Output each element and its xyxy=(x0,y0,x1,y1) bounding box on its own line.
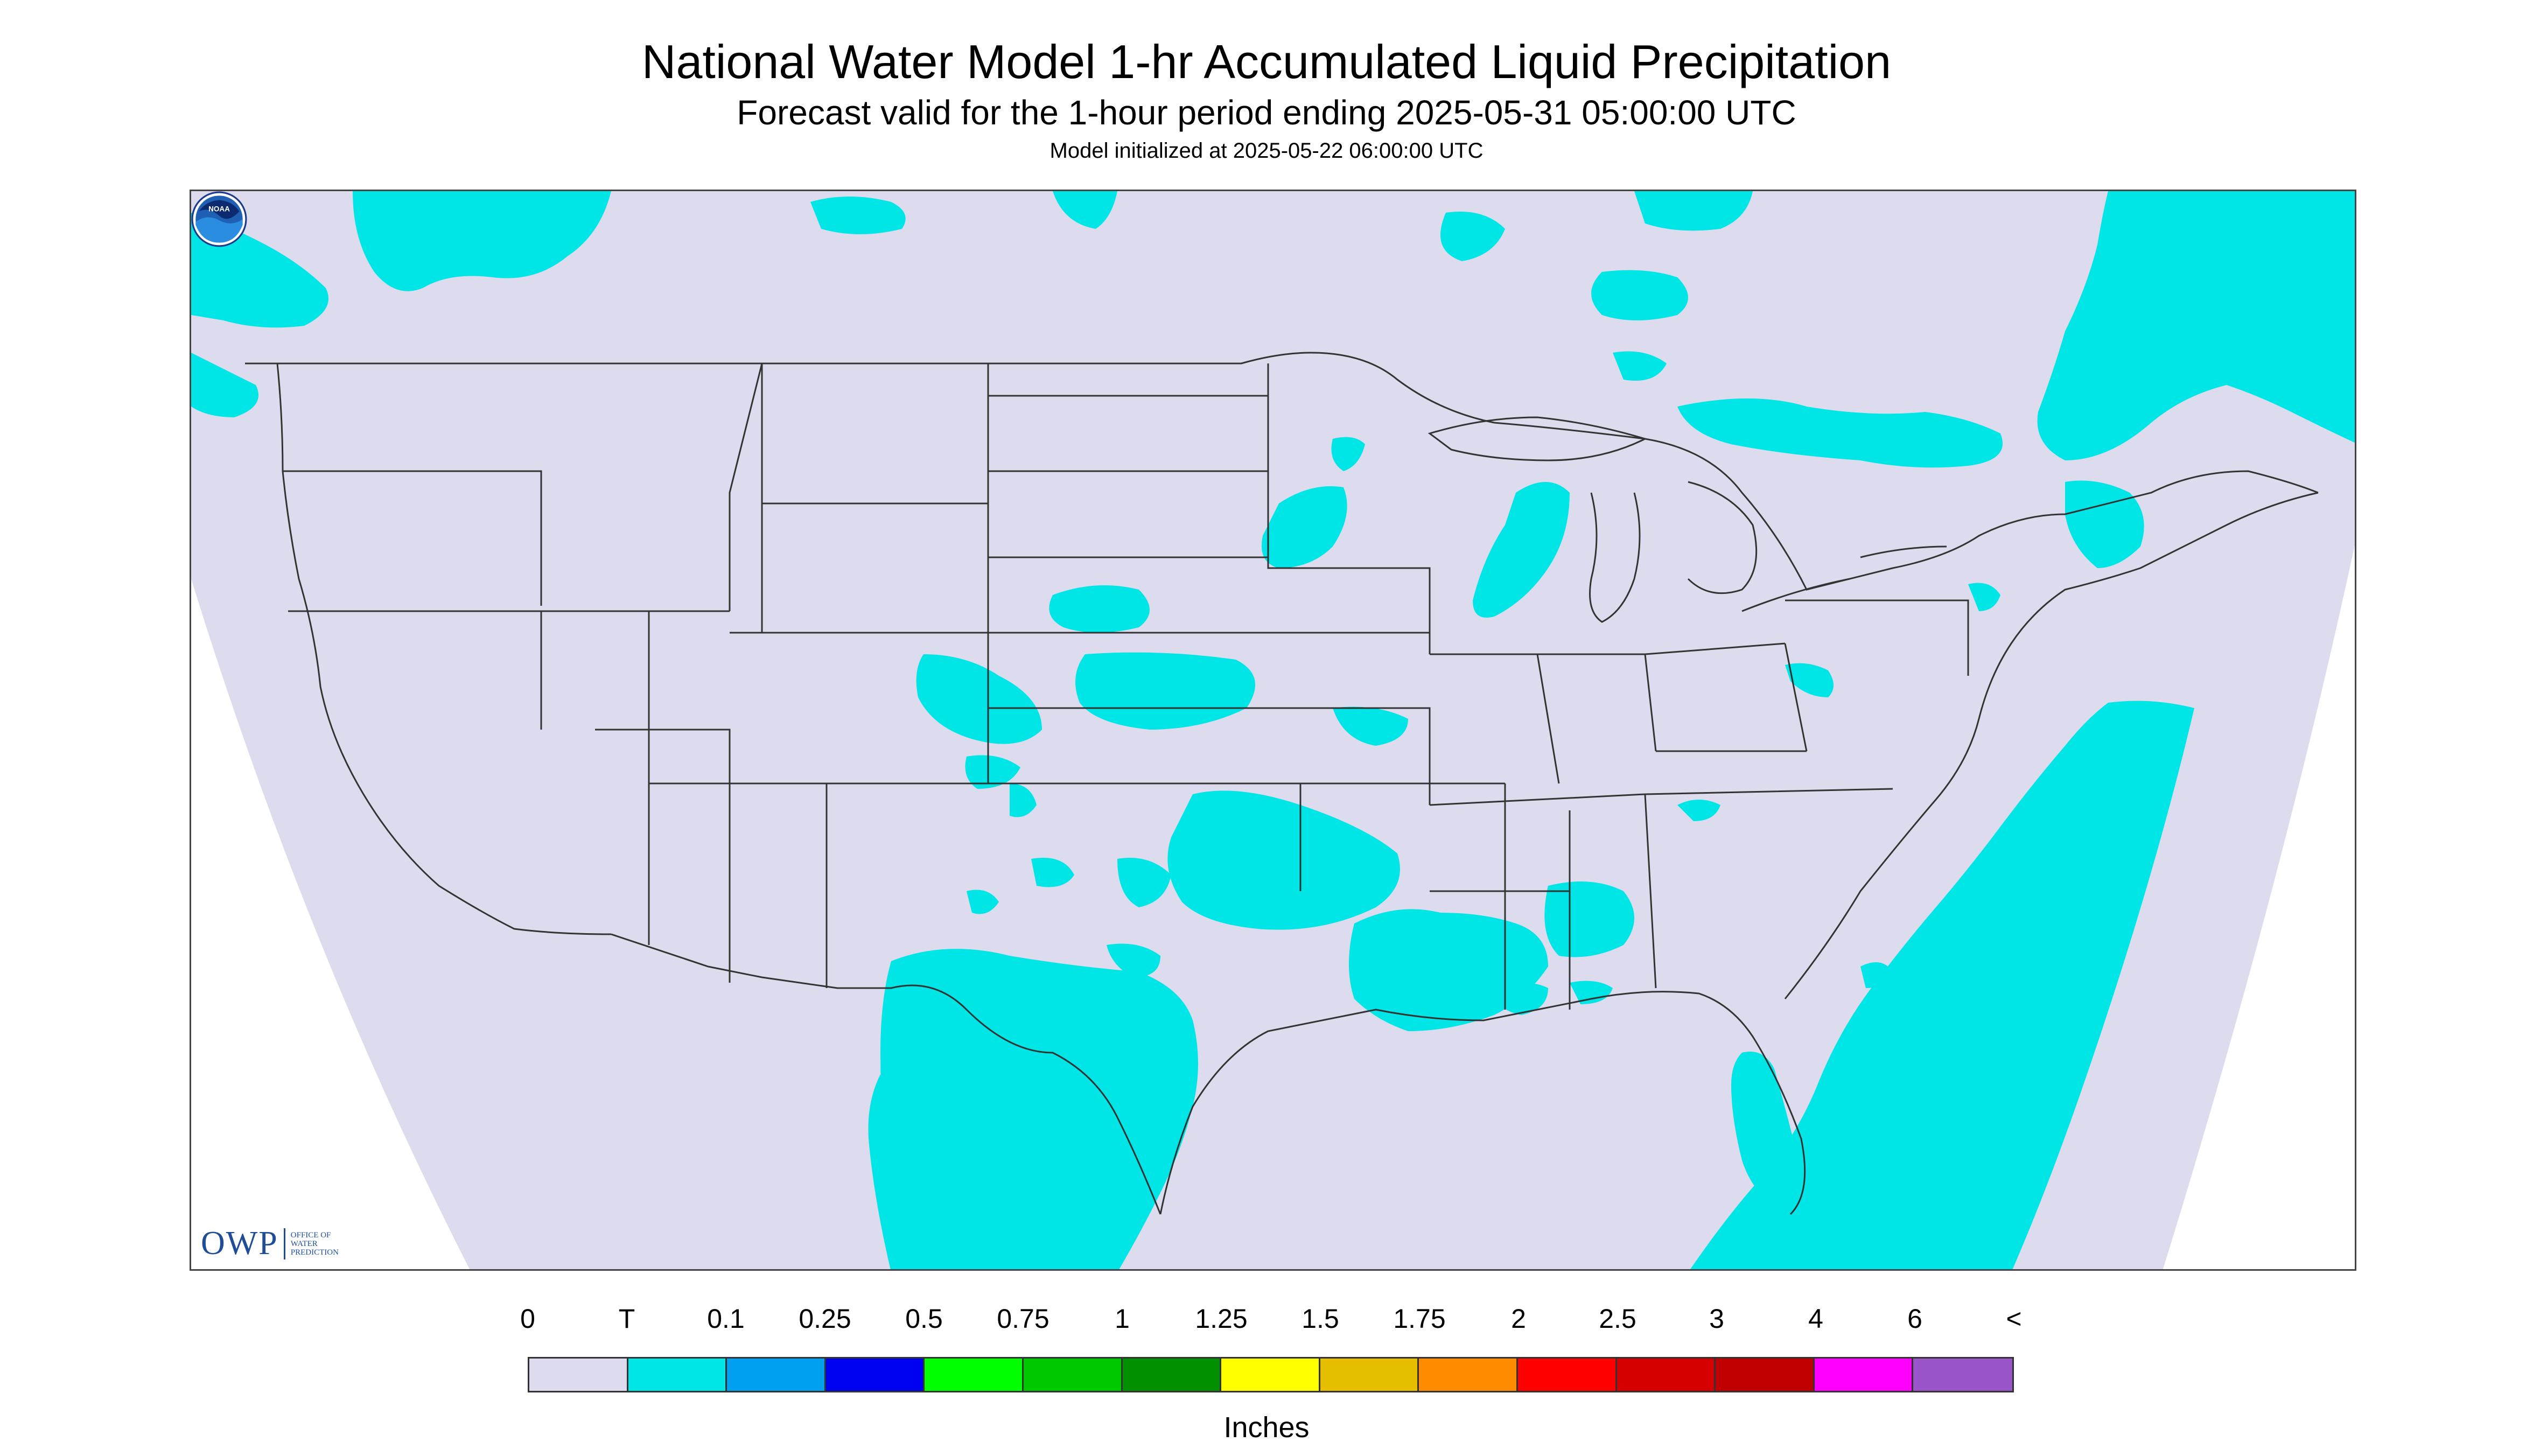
legend-tick-label: 0.75 xyxy=(997,1304,1049,1334)
precip-area-atlantic xyxy=(1690,701,2194,1269)
owp-logo-line-1: OFFICE OF xyxy=(290,1230,331,1240)
precip-area-gulf-coast-1 xyxy=(1494,983,1548,1015)
precip-area-nm-1 xyxy=(1010,783,1037,817)
legend-tick-label: 4 xyxy=(1808,1304,1823,1334)
precip-area-carolinas xyxy=(1860,962,1893,988)
legend-swatch xyxy=(1617,1359,1716,1391)
owp-logo-text: OFFICE OF WATER PREDICTION xyxy=(291,1231,339,1257)
precip-area-tamaulipas xyxy=(1107,943,1160,977)
legend-swatch xyxy=(1320,1359,1419,1391)
model-init-line: Model initialized at 2025-05-22 06:00:00… xyxy=(1049,139,1484,163)
owp-logo-line-3: PREDICTION xyxy=(290,1248,339,1257)
legend-tick-label: < xyxy=(2006,1304,2022,1334)
legend-tick-label: 0.5 xyxy=(905,1304,943,1334)
legend-tick-label: 0.1 xyxy=(707,1304,745,1334)
owp-logo: OWP OFFICE OF WATER PREDICTION xyxy=(201,1224,339,1263)
noaa-logo: NOAA xyxy=(191,191,247,247)
precip-area-nm-2 xyxy=(1031,858,1074,887)
legend-tick-label: 3 xyxy=(1709,1304,1724,1334)
political-boundaries xyxy=(245,352,2319,1215)
great-lakes-huron xyxy=(1687,481,1758,594)
legend-swatch xyxy=(628,1359,727,1391)
precip-area-colorado xyxy=(916,654,1042,744)
legend-tick-label: 1.75 xyxy=(1393,1304,1446,1334)
legend-units: Inches xyxy=(1223,1411,1310,1444)
legend-swatch xyxy=(727,1359,826,1391)
precip-area-mexico xyxy=(868,1074,902,1269)
precip-area-minnesota xyxy=(1262,486,1347,568)
precip-area-ohio xyxy=(1785,663,1834,697)
precip-area-quebec-east xyxy=(2037,191,2355,460)
precip-area-wisconsin xyxy=(1473,482,1570,618)
state-lines-east xyxy=(1267,363,1969,1010)
precip-area-new-england xyxy=(2065,480,2144,568)
legend-swatch xyxy=(925,1359,1024,1391)
legend-swatch xyxy=(1023,1359,1123,1391)
map-subtitle: Forecast valid for the 1-hour period end… xyxy=(737,93,1796,132)
great-lakes-superior xyxy=(1428,416,1648,461)
owp-logo-line-2: WATER xyxy=(290,1239,318,1248)
precip-area-miss-ala xyxy=(1544,881,1634,957)
east-coast xyxy=(1784,492,2319,999)
precip-area-ontario-n3 xyxy=(1613,351,1667,381)
precip-area-missouri xyxy=(1333,706,1408,746)
legend-swatch xyxy=(1419,1359,1518,1391)
great-lakes-michigan xyxy=(1589,492,1641,623)
color-legend: 0 T 0.1 0.25 0.5 0.75 1 1.25 1.5 1.75 2 2.5 3 4 6 < xyxy=(520,1303,2022,1411)
precip-area-nm-3 xyxy=(967,890,999,914)
precip-area-ontario-cottage xyxy=(1677,398,2003,468)
legend-swatch xyxy=(825,1359,925,1391)
legend-swatch xyxy=(1122,1359,1222,1391)
legend-tick-label: 0.25 xyxy=(799,1304,851,1334)
legend-tick-label: T xyxy=(618,1304,635,1334)
precip-area-colorado-s xyxy=(965,755,1020,789)
precip-area-manitoba xyxy=(1053,191,1117,229)
precip-area-minnesota-n xyxy=(1331,437,1365,471)
legend-swatch xyxy=(529,1359,628,1391)
precipitation-map: OWP OFFICE OF WATER PREDICTION NOAA xyxy=(190,190,2356,1271)
precip-area-oklahoma xyxy=(1167,790,1400,930)
legend-tick-label: 2.5 xyxy=(1599,1304,1636,1334)
model-domain xyxy=(191,191,2355,1269)
precip-area-sask xyxy=(810,197,906,234)
legend-swatch xyxy=(1814,1359,1914,1391)
state-lines-west xyxy=(283,363,763,983)
precip-areas xyxy=(191,191,2355,1269)
precip-area-ontario-n2 xyxy=(1440,212,1505,261)
legend-tick-label: 0 xyxy=(520,1304,535,1334)
owp-logo-mark: OWP xyxy=(201,1225,278,1262)
legend-swatch xyxy=(1913,1359,2012,1391)
precip-area-texas-n xyxy=(1117,858,1171,907)
us-west-coast xyxy=(276,363,612,935)
state-lines-central xyxy=(730,363,1302,988)
precip-area-south-texas xyxy=(880,949,1198,1269)
map-canvas xyxy=(191,191,2355,1269)
legend-swatch xyxy=(1716,1359,1815,1391)
legend-tick-label: 1.5 xyxy=(1302,1304,1339,1334)
precip-area-alberta xyxy=(353,191,611,291)
legend-tick-label: 6 xyxy=(1907,1304,1922,1334)
legend-swatches xyxy=(528,1357,2014,1392)
precip-area-quebec-n xyxy=(1634,191,1753,231)
legend-tick-label: 2 xyxy=(1511,1304,1526,1334)
legend-swatch xyxy=(1517,1359,1617,1391)
gulf-coast xyxy=(1159,991,1806,1215)
precip-area-nebraska xyxy=(1049,585,1150,633)
precip-area-georgia xyxy=(1677,800,1720,821)
legend-tick-label: 1 xyxy=(1115,1304,1130,1334)
precip-area-bc-coast xyxy=(191,353,258,417)
us-mexico-border xyxy=(611,933,1161,1215)
noaa-logo-text: NOAA xyxy=(208,205,230,213)
us-canada-border xyxy=(245,352,2319,591)
great-lakes-erie-ontario xyxy=(1741,545,1947,612)
legend-swatch xyxy=(1221,1359,1320,1391)
precip-area-gulf-coast-2 xyxy=(1570,981,1613,1004)
legend-tick-label: 1.25 xyxy=(1195,1304,1248,1334)
owp-logo-divider xyxy=(283,1228,285,1259)
precip-area-kansas xyxy=(1075,652,1255,730)
precip-area-mid-atlantic xyxy=(1968,583,2000,611)
map-title: National Water Model 1-hr Accumulated Li… xyxy=(641,35,1892,88)
precip-area-ontario-n1 xyxy=(1591,270,1688,320)
